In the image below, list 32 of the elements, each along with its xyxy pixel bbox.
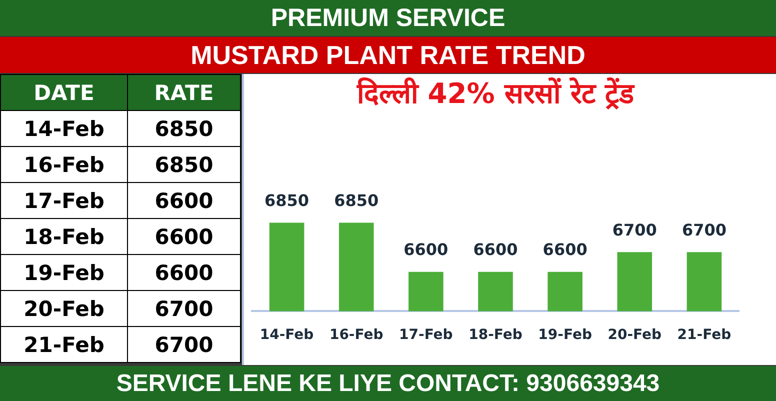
text: RATE: [128, 74, 240, 110]
data-label: 6600: [128, 182, 240, 218]
text: PREMIUM SERVICE: [270, 4, 506, 32]
x-tick-label: 19-Feb: [538, 327, 592, 344]
x-tick-label: 17-Feb: [399, 327, 453, 344]
category-label: 18-Feb: [0, 218, 128, 254]
x-tick-label: 20-Feb: [608, 327, 662, 344]
data-label: 6850: [334, 190, 379, 210]
text: DATE: [0, 74, 128, 110]
data-label: 6700: [128, 290, 240, 326]
x-tick-label: 18-Feb: [468, 327, 522, 344]
annotation: SERVICE LENE KE LIYE CONTACT: 9306639343: [116, 370, 660, 398]
x-tick-label: 16-Feb: [329, 327, 384, 344]
category-label: 19-Feb: [0, 254, 128, 290]
data-label: 6700: [682, 220, 726, 240]
category-label: 17-Feb: [0, 182, 128, 218]
data-label: 6600: [473, 240, 518, 259]
data-label: 6700: [128, 326, 240, 362]
data-label: 6600: [128, 218, 240, 254]
data-label: 6850: [128, 146, 240, 182]
text: MUSTARD PLANT RATE TREND: [190, 40, 586, 70]
data-label: 6600: [404, 240, 448, 259]
data-label: 6850: [128, 110, 240, 146]
x-tick-label: 14-Feb: [260, 327, 314, 344]
category-label: 16-Feb: [0, 146, 128, 182]
data-label: 6600: [542, 240, 588, 259]
x-tick-label: 21-Feb: [677, 327, 732, 344]
data-label: 6600: [128, 254, 240, 290]
chart-title: दिल्ली 42% सरसों रेट ट्रेंड: [356, 77, 636, 110]
data-label: 6850: [264, 190, 310, 210]
data-label: 6700: [612, 220, 657, 240]
category-label: 14-Feb: [0, 110, 128, 146]
